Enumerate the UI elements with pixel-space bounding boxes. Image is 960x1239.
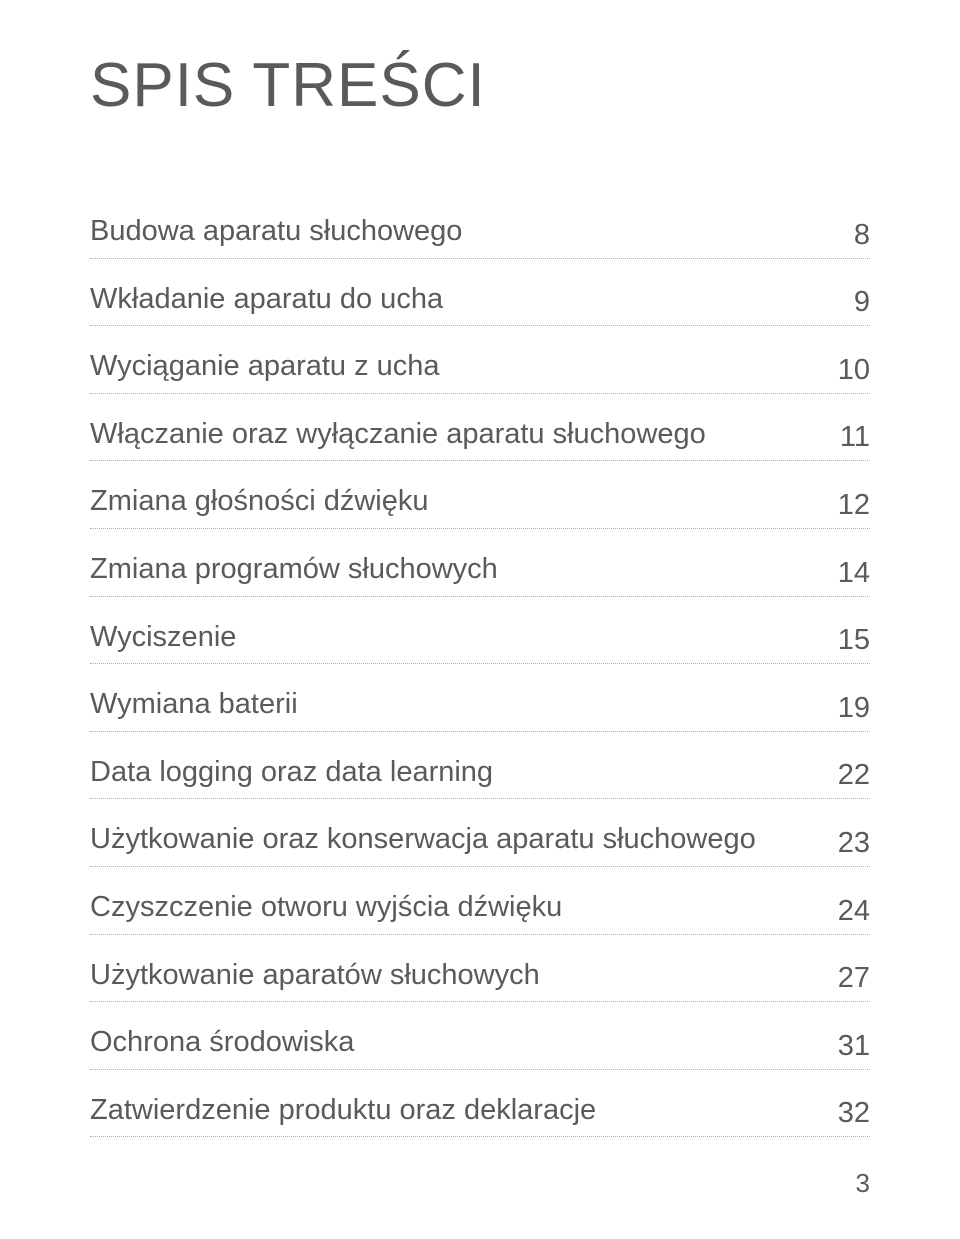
toc-label: Wymiana baterii <box>90 684 820 725</box>
toc-page-number: 14 <box>820 557 870 590</box>
toc-label: Data logging oraz data learning <box>90 752 820 793</box>
toc-page-number: 12 <box>820 489 870 522</box>
toc-page-number: 31 <box>820 1030 870 1063</box>
toc-label: Włączanie oraz wyłączanie aparatu słucho… <box>90 414 820 455</box>
toc-page-number: 10 <box>820 354 870 387</box>
page-number: 3 <box>856 1168 870 1199</box>
toc-row: Włączanie oraz wyłączanie aparatu słucho… <box>90 414 870 462</box>
toc-page-number: 15 <box>820 624 870 657</box>
toc-row: Czyszczenie otworu wyjścia dźwięku 24 <box>90 887 870 935</box>
toc-page-number: 9 <box>820 286 870 319</box>
toc-page-number: 23 <box>820 827 870 860</box>
toc-label: Zmiana programów słuchowych <box>90 549 820 590</box>
toc-label: Wkładanie aparatu do ucha <box>90 279 820 320</box>
toc-page-number: 24 <box>820 895 870 928</box>
toc-row: Ochrona środowiska 31 <box>90 1022 870 1070</box>
document-page: SPIS TREŚCI Budowa aparatu słuchowego 8 … <box>0 0 960 1137</box>
toc-label: Czyszczenie otworu wyjścia dźwięku <box>90 887 820 928</box>
toc-page-number: 19 <box>820 692 870 725</box>
toc-row: Wyciąganie aparatu z ucha 10 <box>90 346 870 394</box>
toc-label: Wyciąganie aparatu z ucha <box>90 346 820 387</box>
toc-label: Użytkowanie aparatów słuchowych <box>90 955 820 996</box>
toc-row: Wymiana baterii 19 <box>90 684 870 732</box>
toc-row: Zmiana programów słuchowych 14 <box>90 549 870 597</box>
toc-label: Zatwierdzenie produktu oraz deklaracje <box>90 1090 820 1131</box>
toc-label: Ochrona środowiska <box>90 1022 820 1063</box>
toc-page-number: 27 <box>820 962 870 995</box>
toc-row: Data logging oraz data learning 22 <box>90 752 870 800</box>
toc-label: Użytkowanie oraz konserwacja aparatu słu… <box>90 819 820 860</box>
toc-row: Zmiana głośności dźwięku 12 <box>90 481 870 529</box>
toc-page-number: 32 <box>820 1097 870 1130</box>
table-of-contents: Budowa aparatu słuchowego 8 Wkładanie ap… <box>90 211 870 1137</box>
toc-row: Zatwierdzenie produktu oraz deklaracje 3… <box>90 1090 870 1138</box>
toc-row: Użytkowanie oraz konserwacja aparatu słu… <box>90 819 870 867</box>
toc-label: Wyciszenie <box>90 617 820 658</box>
toc-row: Użytkowanie aparatów słuchowych 27 <box>90 955 870 1003</box>
toc-row: Wyciszenie 15 <box>90 617 870 665</box>
page-title: SPIS TREŚCI <box>90 50 870 121</box>
toc-row: Wkładanie aparatu do ucha 9 <box>90 279 870 327</box>
toc-label: Zmiana głośności dźwięku <box>90 481 820 522</box>
toc-page-number: 22 <box>820 759 870 792</box>
toc-row: Budowa aparatu słuchowego 8 <box>90 211 870 259</box>
toc-page-number: 8 <box>820 219 870 252</box>
toc-page-number: 11 <box>820 421 870 454</box>
toc-label: Budowa aparatu słuchowego <box>90 211 820 252</box>
